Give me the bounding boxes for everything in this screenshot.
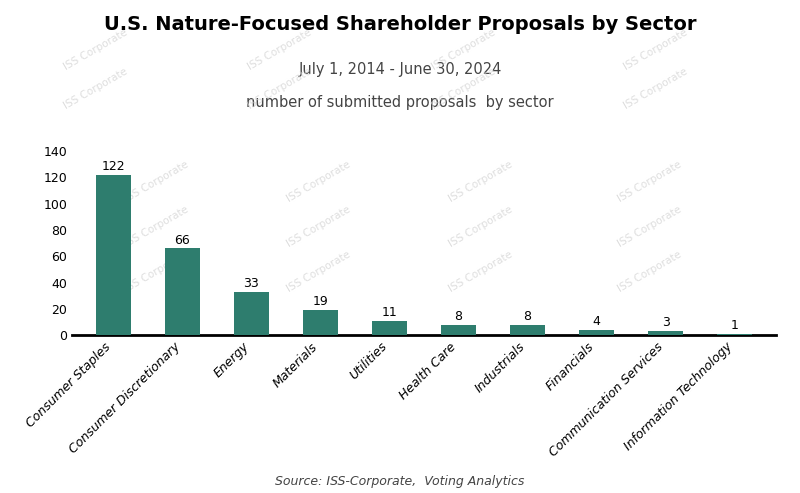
- Bar: [510, 325, 545, 335]
- Text: ISS Corporate: ISS Corporate: [622, 67, 690, 111]
- Bar: [579, 330, 614, 335]
- Text: ISS Corporate: ISS Corporate: [123, 159, 190, 204]
- Text: ISS Corporate: ISS Corporate: [616, 205, 683, 249]
- Text: 122: 122: [102, 160, 126, 173]
- Text: number of submitted proposals  by sector: number of submitted proposals by sector: [246, 95, 554, 109]
- Text: 33: 33: [243, 277, 259, 290]
- Text: ISS Corporate: ISS Corporate: [62, 27, 130, 71]
- Bar: [648, 331, 683, 335]
- Bar: [718, 334, 752, 335]
- Bar: [165, 248, 200, 335]
- Text: ISS Corporate: ISS Corporate: [62, 67, 130, 111]
- Text: ISS Corporate: ISS Corporate: [123, 205, 190, 249]
- Text: ISS Corporate: ISS Corporate: [446, 250, 514, 294]
- Text: July 1, 2014 - June 30, 2024: July 1, 2014 - June 30, 2024: [298, 62, 502, 76]
- Text: ISS Corporate: ISS Corporate: [246, 67, 314, 111]
- Text: 4: 4: [593, 315, 601, 328]
- Text: ISS Corporate: ISS Corporate: [430, 67, 498, 111]
- Text: ISS Corporate: ISS Corporate: [285, 159, 352, 204]
- Text: ISS Corporate: ISS Corporate: [622, 27, 690, 71]
- Text: 8: 8: [454, 310, 462, 323]
- Text: ISS Corporate: ISS Corporate: [446, 205, 514, 249]
- Text: 66: 66: [174, 234, 190, 246]
- Bar: [442, 325, 476, 335]
- Text: 19: 19: [313, 295, 328, 308]
- Text: ISS Corporate: ISS Corporate: [430, 27, 498, 71]
- Text: U.S. Nature-Focused Shareholder Proposals by Sector: U.S. Nature-Focused Shareholder Proposal…: [104, 15, 696, 34]
- Text: 8: 8: [523, 310, 531, 323]
- Text: Source: ISS-Corporate,  Voting Analytics: Source: ISS-Corporate, Voting Analytics: [275, 475, 525, 488]
- Text: 11: 11: [382, 306, 398, 319]
- Bar: [96, 175, 130, 335]
- Text: 1: 1: [730, 319, 738, 332]
- Bar: [234, 292, 269, 335]
- Text: ISS Corporate: ISS Corporate: [616, 250, 683, 294]
- Text: ISS Corporate: ISS Corporate: [285, 205, 352, 249]
- Bar: [372, 321, 406, 335]
- Text: ISS Corporate: ISS Corporate: [246, 27, 314, 71]
- Text: ISS Corporate: ISS Corporate: [123, 250, 190, 294]
- Text: ISS Corporate: ISS Corporate: [616, 159, 683, 204]
- Text: 3: 3: [662, 317, 670, 329]
- Text: ISS Corporate: ISS Corporate: [285, 250, 352, 294]
- Bar: [303, 310, 338, 335]
- Text: ISS Corporate: ISS Corporate: [446, 159, 514, 204]
